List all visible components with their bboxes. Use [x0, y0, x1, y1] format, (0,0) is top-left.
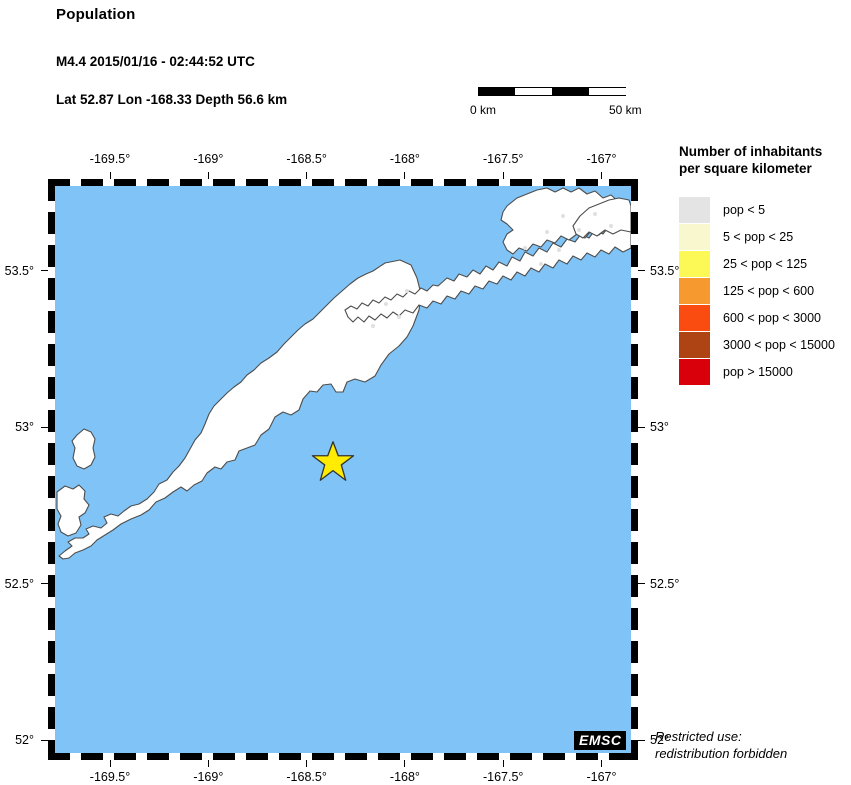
legend-item-list: pop < 5 5 < pop < 25 25 < pop < 125 125 < p…	[679, 197, 851, 385]
lon-label-bottom: -168.5°	[286, 770, 327, 784]
map-container[interactable]	[48, 179, 638, 760]
lat-label-right: 53.5°	[650, 263, 680, 278]
lon-tick	[601, 172, 602, 179]
legend-title-line-2: per square kilometer	[679, 161, 812, 176]
restricted-use-notice: Restricted use: redistribution forbidden	[655, 728, 787, 762]
lon-tick	[306, 172, 308, 179]
epicenter-star-icon[interactable]	[311, 440, 355, 482]
lat-label-right: 52.5°	[650, 576, 680, 591]
island-west-north	[71, 428, 96, 470]
lat-tick	[638, 739, 645, 741]
scale-label-end: 50 km	[609, 103, 642, 117]
lon-tick	[404, 172, 406, 179]
scale-segment	[552, 87, 589, 96]
island-umnak	[58, 259, 422, 560]
scale-label-start: 0 km	[470, 103, 497, 117]
lat-label-left: 53.5°	[4, 263, 34, 278]
lon-label-bottom: -168°	[389, 770, 420, 784]
lat-label-left: 52°	[15, 733, 34, 748]
restricted-line-2: redistribution forbidden	[655, 746, 788, 761]
lat-tick	[41, 739, 48, 741]
map-plot-area[interactable]	[55, 186, 631, 753]
legend-item: 5 < pop < 25	[679, 224, 851, 250]
coastline-graphic	[56, 187, 631, 560]
lon-label-bottom: -167.5°	[482, 770, 524, 784]
lon-label-bottom: -169.5°	[89, 770, 131, 784]
legend-title: Number of inhabitants per square kilomet…	[679, 143, 851, 177]
restricted-line-1: Restricted use:	[655, 729, 742, 744]
lon-tick	[207, 760, 209, 767]
lon-label-bottom: -169°	[193, 770, 224, 784]
map-frame-bottom	[48, 753, 638, 760]
lon-label-top: -167.5°	[482, 152, 524, 166]
legend-item-label: pop < 5	[723, 203, 766, 217]
lon-tick	[502, 172, 504, 179]
legend-item-label: 5 < pop < 25	[723, 230, 794, 244]
emsc-logo: EMSC	[574, 731, 627, 750]
island-unalaska	[344, 222, 631, 323]
lat-tick	[638, 426, 645, 428]
lat-label-left: 53°	[15, 420, 34, 435]
map-scale-bar	[478, 87, 626, 96]
lat-tick	[638, 270, 645, 272]
lon-tick	[502, 760, 504, 767]
lon-label-top: -168°	[389, 152, 420, 166]
lat-label-right: 53°	[650, 420, 669, 435]
legend-item-label: 600 < pop < 3000	[723, 311, 822, 325]
lat-tick	[41, 270, 48, 272]
legend-title-line-1: Number of inhabitants	[679, 144, 823, 159]
lon-tick	[207, 172, 209, 179]
scale-segment	[478, 87, 515, 96]
legend-color-swatch	[679, 359, 710, 385]
population-legend: Number of inhabitants per square kilomet…	[679, 143, 851, 386]
scale-segment	[515, 87, 552, 96]
legend-item-label: pop > 15000	[723, 365, 793, 379]
lon-tick	[306, 760, 308, 767]
legend-color-swatch	[679, 197, 710, 223]
lon-label-top: -167°	[586, 152, 617, 166]
lon-tick	[109, 760, 111, 767]
legend-item: 600 < pop < 3000	[679, 305, 851, 331]
island-west-south	[56, 484, 90, 537]
legend-item-label: 25 < pop < 125	[723, 257, 808, 271]
lat-tick	[41, 583, 48, 585]
population-density-dots	[371, 212, 613, 328]
legend-color-swatch	[679, 332, 710, 358]
legend-item: 3000 < pop < 15000	[679, 332, 851, 358]
lon-tick	[109, 172, 111, 179]
lat-label-right: 52°	[650, 733, 669, 748]
lon-tick	[404, 760, 406, 767]
legend-color-swatch	[679, 305, 710, 331]
page-title: Population	[56, 6, 136, 23]
legend-color-swatch	[679, 224, 710, 250]
legend-item: pop > 15000	[679, 359, 851, 385]
legend-item: 125 < pop < 600	[679, 278, 851, 304]
map-frame-right	[631, 179, 638, 760]
legend-color-swatch	[679, 278, 710, 304]
lat-label-left: 52.5°	[4, 576, 34, 591]
lat-tick	[41, 426, 48, 428]
legend-item: pop < 5	[679, 197, 851, 223]
legend-item: 25 < pop < 125	[679, 251, 851, 277]
lon-label-bottom: -167°	[586, 770, 617, 784]
island-ne-patch	[572, 197, 631, 239]
map-frame-left	[48, 179, 55, 760]
lon-label-top: -169°	[193, 152, 224, 166]
legend-item-label: 3000 < pop < 15000	[723, 338, 835, 352]
event-magnitude-time: M4.4 2015/01/16 - 02:44:52 UTC	[56, 54, 255, 69]
lon-label-top: -169.5°	[89, 152, 131, 166]
legend-item-label: 125 < pop < 600	[723, 284, 815, 298]
lat-tick	[638, 583, 645, 585]
scale-segment	[589, 87, 626, 96]
map-frame-top	[48, 179, 638, 186]
event-location-depth: Lat 52.87 Lon -168.33 Depth 56.6 km	[56, 92, 288, 107]
lon-label-top: -168.5°	[286, 152, 327, 166]
lon-tick	[601, 760, 602, 767]
legend-color-swatch	[679, 251, 710, 277]
